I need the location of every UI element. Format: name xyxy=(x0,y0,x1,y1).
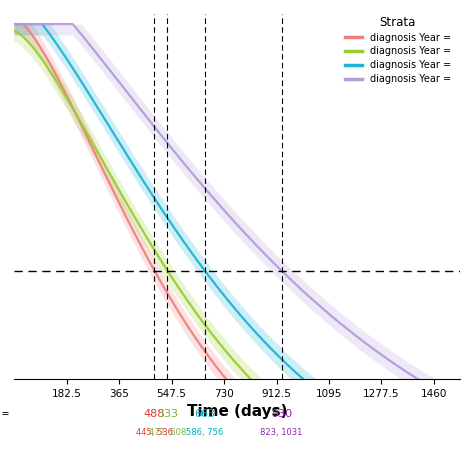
Text: 488: 488 xyxy=(144,409,165,419)
Text: urvival =: urvival = xyxy=(0,409,10,419)
Text: 930: 930 xyxy=(271,409,292,419)
Legend: diagnosis Year =, diagnosis Year =, diagnosis Year =, diagnosis Year =: diagnosis Year =, diagnosis Year =, diag… xyxy=(341,12,455,88)
Text: 533: 533 xyxy=(157,409,178,419)
Text: 477, 608: 477, 608 xyxy=(149,428,186,438)
X-axis label: Time (days): Time (days) xyxy=(187,404,287,419)
Text: 663: 663 xyxy=(194,409,215,419)
Text: 586, 756: 586, 756 xyxy=(186,428,223,438)
Text: 823, 1031: 823, 1031 xyxy=(260,428,303,438)
Text: 445, 536: 445, 536 xyxy=(136,428,173,438)
